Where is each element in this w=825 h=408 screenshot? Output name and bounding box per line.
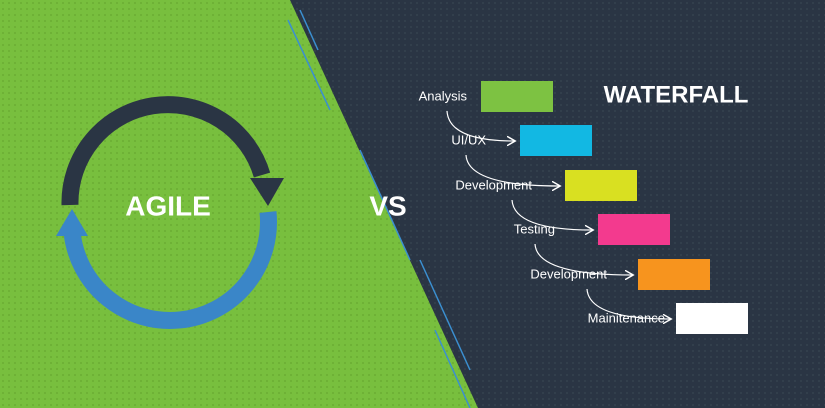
steps: Analysis UI/UX Development Testing Developme… <box>419 81 748 334</box>
step-arrow <box>465 154 559 186</box>
step-arrow <box>586 288 670 319</box>
step-box <box>676 303 748 334</box>
step-label: Development <box>455 177 532 192</box>
step-box <box>481 81 553 112</box>
cycle-arrowhead <box>56 209 88 236</box>
step-label: Testing <box>514 221 555 236</box>
stripes <box>287 9 471 408</box>
step-arrow <box>446 110 514 141</box>
step-box <box>565 170 637 201</box>
step-box <box>638 259 710 290</box>
vs-label: VS <box>369 190 406 221</box>
waterfall-title: WATERFALL <box>604 81 749 108</box>
step-label: Development <box>530 266 607 281</box>
step-arrow <box>511 199 592 230</box>
cycle-arrowhead <box>250 178 284 206</box>
step-label: Analysis <box>419 88 468 103</box>
step-label: UI/UX <box>451 132 486 147</box>
step-box <box>520 125 592 156</box>
agile-label: AGILE <box>125 190 211 221</box>
step-box <box>598 214 670 245</box>
cycle <box>61 96 277 329</box>
step-arrow <box>534 243 632 275</box>
step-label: Mainitenance <box>588 310 665 325</box>
